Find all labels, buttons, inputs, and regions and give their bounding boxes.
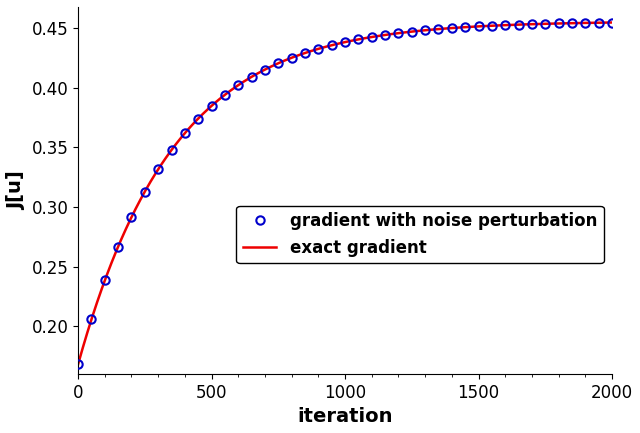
- gradient with noise perturbation: [115, 244, 122, 249]
- gradient with noise perturbation: [88, 317, 95, 322]
- gradient with noise perturbation: [582, 20, 589, 26]
- exact gradient: [298, 51, 306, 56]
- gradient with noise perturbation: [221, 92, 228, 97]
- exact gradient: [592, 20, 600, 26]
- gradient with noise perturbation: [314, 46, 322, 52]
- gradient with noise perturbation: [288, 55, 296, 60]
- gradient with noise perturbation: [234, 83, 242, 88]
- gradient with noise perturbation: [195, 116, 202, 121]
- gradient with noise perturbation: [368, 34, 376, 39]
- X-axis label: iteration: iteration: [298, 407, 393, 426]
- gradient with noise perturbation: [328, 42, 335, 48]
- Y-axis label: J[u]: J[u]: [7, 171, 26, 210]
- Legend: gradient with noise perturbation, exact gradient: gradient with noise perturbation, exact …: [236, 206, 604, 263]
- gradient with noise perturbation: [488, 23, 496, 28]
- exact gradient: [303, 50, 310, 55]
- gradient with noise perturbation: [141, 189, 148, 194]
- gradient with noise perturbation: [501, 23, 509, 28]
- exact gradient: [328, 42, 335, 48]
- gradient with noise perturbation: [528, 22, 536, 27]
- gradient with noise perturbation: [248, 74, 255, 79]
- gradient with noise perturbation: [341, 39, 349, 45]
- gradient with noise perturbation: [435, 26, 442, 32]
- gradient with noise perturbation: [475, 24, 483, 29]
- gradient with noise perturbation: [181, 131, 189, 136]
- gradient with noise perturbation: [101, 278, 109, 283]
- gradient with noise perturbation: [408, 29, 415, 34]
- gradient with noise perturbation: [355, 37, 362, 42]
- gradient with noise perturbation: [421, 28, 429, 33]
- exact gradient: [74, 362, 82, 367]
- gradient with noise perturbation: [515, 22, 522, 27]
- gradient with noise perturbation: [395, 31, 403, 36]
- gradient with noise perturbation: [74, 362, 82, 367]
- exact gradient: [608, 20, 616, 25]
- gradient with noise perturbation: [568, 21, 576, 26]
- gradient with noise perturbation: [381, 32, 389, 38]
- gradient with noise perturbation: [541, 21, 549, 26]
- gradient with noise perturbation: [154, 167, 162, 172]
- Line: gradient with noise perturbation: gradient with noise perturbation: [74, 18, 616, 368]
- Line: exact gradient: exact gradient: [78, 23, 612, 364]
- gradient with noise perturbation: [208, 103, 216, 108]
- gradient with noise perturbation: [261, 67, 269, 72]
- gradient with noise perturbation: [555, 21, 563, 26]
- gradient with noise perturbation: [127, 215, 135, 220]
- exact gradient: [462, 25, 470, 30]
- exact gradient: [565, 21, 573, 26]
- gradient with noise perturbation: [448, 26, 456, 31]
- gradient with noise perturbation: [301, 50, 309, 55]
- gradient with noise perturbation: [595, 20, 602, 25]
- gradient with noise perturbation: [461, 25, 469, 30]
- gradient with noise perturbation: [275, 61, 282, 66]
- gradient with noise perturbation: [608, 20, 616, 25]
- gradient with noise perturbation: [168, 147, 175, 152]
